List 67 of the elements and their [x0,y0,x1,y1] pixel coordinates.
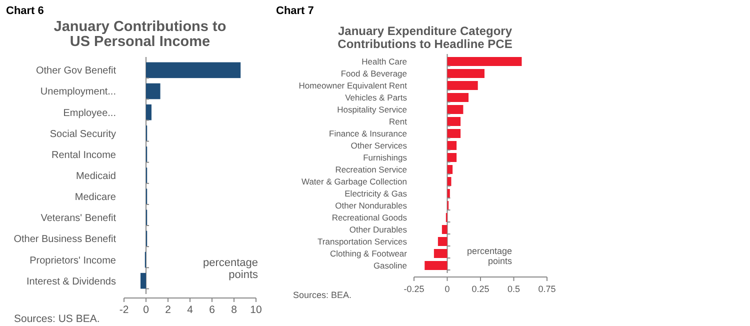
bar [447,141,457,150]
x-tick-label: 0.75 [538,284,556,294]
source-note: Sources: US BEA. [14,313,100,325]
x-tick-label: 0 [444,284,450,294]
caption: Chart 7 [276,5,314,17]
y-tick-label: Homeowner Equivalent Rent [298,80,408,90]
y-tick-label: Medicaid [76,171,116,182]
y-tick-label: Unemployment... [40,86,116,98]
y-tick-label: Other Services [350,140,407,150]
y-tick-label: Finance & Insurance [329,128,408,138]
x-tick-label: 8 [231,304,238,316]
x-tick-label: 10 [250,304,262,316]
bar [140,272,146,289]
bar [438,237,448,246]
bar [447,93,469,102]
bar [447,117,461,126]
y-tick-label: Veterans' Benefit [40,213,116,224]
y-tick-label: Other Nondurables [335,200,407,210]
y-tick-label: Furnishings [363,152,407,162]
x-tick-label: -0.25 [404,284,424,294]
y-tick-label: Electricity & Gas [344,188,407,198]
x-tick-label: 2 [165,304,172,316]
x-tick-label: 6 [209,304,216,316]
bar [447,153,457,162]
y-tick-label: Hospitality Service [337,104,408,114]
y-tick-label: Proprietors' Income [30,255,116,266]
y-tick-label: Recreational Goods [332,212,407,222]
y-tick-label: Rental Income [52,150,116,161]
y-tick-label: Other Business Benefit [14,234,116,246]
y-tick-label: Vehicles & Parts [345,92,407,102]
x-tick-label: 4 [187,304,194,316]
bar [447,129,461,138]
y-tick-label: Food & Beverage [340,68,408,78]
bar [442,225,448,234]
y-tick-label: Health Care [362,56,408,66]
bar [146,104,152,120]
y-tick-label: Recreation Service [335,164,408,174]
bar [146,83,160,100]
y-tick-label: Other Durables [349,224,407,234]
y-tick-label: Medicare [74,192,116,204]
x-tick-label: -2 [119,304,129,316]
chart-title: January Contributions to US Personal Income [54,19,226,50]
bar [434,249,448,258]
annotation: percentage points [466,246,512,266]
y-tick-label: Other Gov Benefit [36,66,116,77]
y-tick-label: Transportation Services [318,236,407,246]
x-tick-label: 0.25 [472,284,490,294]
caption: Chart 6 [6,5,44,17]
y-tick-label: Social Security [50,128,116,140]
y-tick-label: Rent [389,116,408,126]
y-tick-label: Water & Garbage Collection [301,176,408,186]
bar [447,57,522,66]
bar [424,261,448,270]
bar [447,105,464,114]
bar [447,165,453,174]
y-tick-label: Interest & Dividends [26,276,116,288]
x-tick-label: 0 [143,304,150,316]
bar [146,62,241,78]
chart-title: January Expenditure Category Contributions to Headline PCE [338,24,512,51]
bar [447,81,478,90]
y-tick-label: Gasoline [373,260,408,270]
annotation: percentage points [202,257,258,281]
y-tick-label: Clothing & Footwear [330,248,408,258]
x-tick-label: 0.5 [507,284,520,294]
y-tick-label: Employee... [63,108,116,119]
bar [447,69,484,78]
source-note: Sources: BEA. [293,290,352,300]
